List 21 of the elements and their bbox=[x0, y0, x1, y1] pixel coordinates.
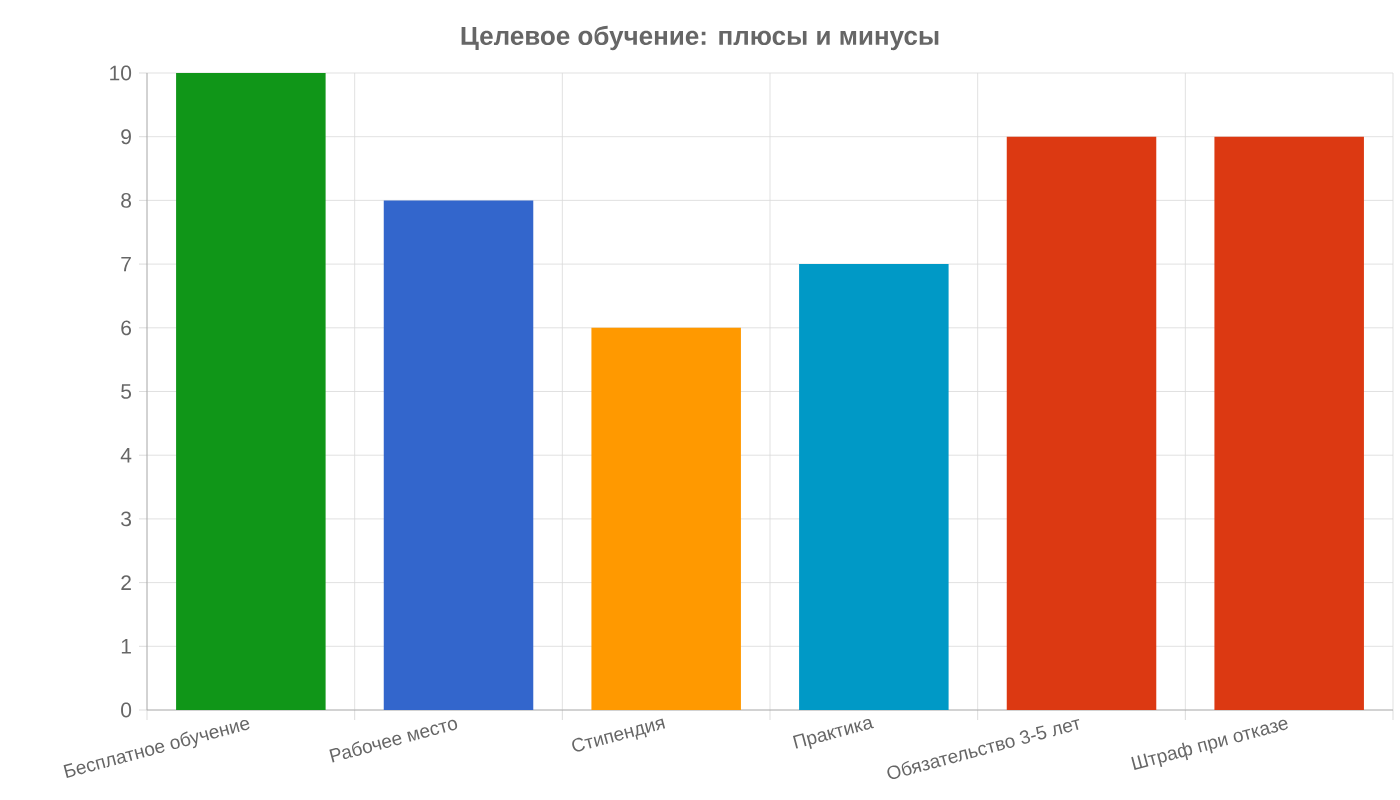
y-tick-label: 10 bbox=[110, 65, 132, 81]
bar bbox=[383, 200, 534, 710]
x-tick-label: Рабочее место bbox=[329, 719, 458, 763]
y-tick-label: 6 bbox=[121, 320, 132, 336]
x-tick-label: Штраф при отказе bbox=[1131, 719, 1288, 770]
bar bbox=[591, 327, 741, 710]
x-tick-label: Практика bbox=[792, 719, 874, 749]
y-tick-label: 9 bbox=[121, 129, 131, 145]
chart-title: Целевое обучение: плюсы и минусы bbox=[461, 25, 939, 51]
y-tick-label: 2 bbox=[121, 575, 131, 590]
bar bbox=[176, 73, 326, 710]
y-tick-label: 1 bbox=[121, 639, 131, 654]
y-tick-label: 5 bbox=[121, 384, 132, 399]
y-tick-label: 4 bbox=[120, 448, 132, 463]
y-tick-label: 7 bbox=[121, 256, 131, 272]
bar bbox=[1214, 136, 1364, 710]
y-tick-label: 3 bbox=[121, 511, 132, 527]
bar bbox=[1006, 136, 1157, 710]
y-tick-label: 0 bbox=[121, 702, 132, 718]
bar bbox=[799, 264, 949, 710]
y-tick-label: 8 bbox=[121, 192, 132, 208]
